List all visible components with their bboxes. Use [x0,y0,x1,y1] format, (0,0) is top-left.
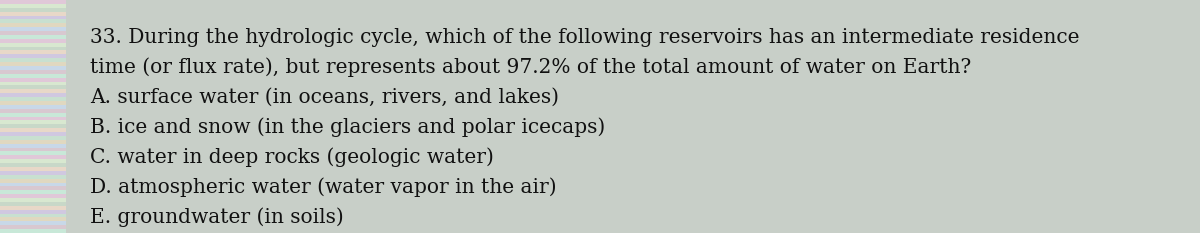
Bar [0,159,66,163]
Bar [0,194,66,198]
Bar [0,39,66,43]
Bar [0,89,66,93]
Bar [0,27,66,31]
Bar [0,202,66,206]
Bar [0,190,66,194]
Bar [0,82,66,86]
Bar [0,163,66,167]
Bar [0,43,66,47]
Bar [0,225,66,229]
Bar [0,74,66,78]
Bar [0,198,66,202]
Bar [0,51,66,54]
Bar [0,217,66,221]
Bar [0,144,66,147]
Bar [0,19,66,23]
Bar [0,12,66,16]
Bar [0,8,66,12]
Bar [0,93,66,97]
Text: A. surface water (in oceans, rivers, and lakes): A. surface water (in oceans, rivers, and… [90,88,559,107]
Bar [0,171,66,175]
Bar [0,16,66,19]
Bar [0,23,66,27]
Bar [0,120,66,124]
Text: B. ice and snow (in the glaciers and polar icecaps): B. ice and snow (in the glaciers and pol… [90,117,605,137]
Bar [0,132,66,136]
Bar [0,70,66,74]
Bar [0,35,66,39]
Bar [0,62,66,66]
Bar [0,186,66,190]
Bar [0,128,66,132]
Bar [0,179,66,182]
Bar [0,214,66,217]
Bar [0,66,66,70]
Bar [0,78,66,82]
Text: E. groundwater (in soils): E. groundwater (in soils) [90,207,343,226]
Bar [0,151,66,155]
Bar [0,58,66,62]
Text: C. water in deep rocks (geologic water): C. water in deep rocks (geologic water) [90,147,494,167]
Bar [0,155,66,159]
Bar [0,47,66,51]
Bar [0,221,66,225]
Bar [0,175,66,179]
Bar [0,210,66,214]
Text: 33. During the hydrologic cycle, which of the following reservoirs has an interm: 33. During the hydrologic cycle, which o… [90,28,1080,47]
Text: D. atmospheric water (water vapor in the air): D. atmospheric water (water vapor in the… [90,177,557,197]
Bar [0,31,66,35]
Text: time (or flux rate), but represents about 97.2% of the total amount of water on : time (or flux rate), but represents abou… [90,58,971,77]
Bar [0,116,66,120]
Bar [0,167,66,171]
Bar [0,86,66,89]
Bar [0,136,66,140]
Bar [0,140,66,144]
Bar [0,101,66,105]
Bar [0,206,66,210]
Bar [0,54,66,58]
Bar [0,229,66,233]
Bar [0,97,66,101]
Bar [0,109,66,113]
Bar [0,0,66,4]
Bar [0,4,66,8]
Bar [0,182,66,186]
Bar [0,124,66,128]
Bar [0,105,66,109]
Bar [0,113,66,116]
Bar [0,147,66,151]
